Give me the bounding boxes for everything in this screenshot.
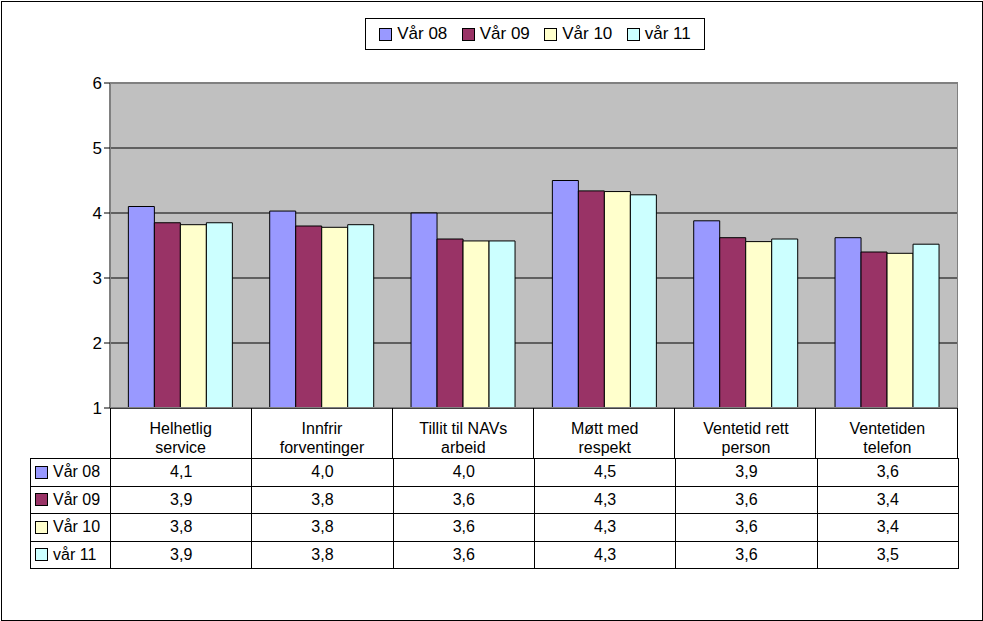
html-text:4,1: 4,1	[170, 463, 193, 481]
html-text:Vår 09: Vår 09	[479, 24, 530, 43]
html-text:4,3: 4,3	[594, 518, 617, 536]
html-text:3,5: 3,5	[876, 545, 899, 563]
svg-text:6: 6	[93, 74, 102, 93]
html-text:3,8: 3,8	[170, 518, 193, 536]
svg-text:Helhetligservice: Helhetligservice	[150, 420, 212, 456]
html-text:Vår 08: Vår 08	[53, 463, 101, 481]
svg-text:2: 2	[93, 334, 102, 353]
html-text:3,6: 3,6	[876, 463, 899, 481]
html-text:3,6: 3,6	[735, 545, 758, 563]
html-text:3,6: 3,6	[735, 490, 758, 508]
html-text:4,3: 4,3	[594, 490, 617, 508]
html-text:vår 11: vår 11	[644, 24, 691, 43]
svg-text:Innfrirforventinger: Innfrirforventinger	[280, 420, 365, 456]
svg-text:Ventetid rettperson: Ventetid rettperson	[703, 420, 789, 456]
svg-text:5: 5	[93, 139, 102, 158]
svg-text:3: 3	[93, 269, 102, 288]
html-text:3,6: 3,6	[452, 518, 475, 536]
html-text:4,5: 4,5	[594, 463, 617, 481]
html-text:3,9: 3,9	[735, 463, 758, 481]
html-text:vår 11: vår 11	[53, 545, 97, 563]
svg-text:Møtt medrespekt: Møtt medrespekt	[571, 420, 639, 456]
html-text:Vår 08: Vår 08	[397, 24, 448, 43]
svg-text:1: 1	[93, 399, 102, 418]
html-text:3,6: 3,6	[735, 518, 758, 536]
html-text:3,6: 3,6	[452, 490, 475, 508]
svg-text:Tillit til NAVsarbeid: Tillit til NAVsarbeid	[419, 420, 507, 456]
html-text:Vår 09: Vår 09	[53, 490, 101, 508]
html-text:3,4: 3,4	[876, 518, 899, 536]
html-text:3,9: 3,9	[170, 545, 193, 563]
html-text:3,8: 3,8	[311, 518, 334, 536]
html-text:4,0: 4,0	[452, 463, 475, 481]
html-text:Vår 10: Vår 10	[562, 24, 613, 43]
html-text:4,0: 4,0	[311, 463, 334, 481]
html-text:3,8: 3,8	[311, 490, 334, 508]
html-text:3,9: 3,9	[170, 490, 193, 508]
svg-text:Ventetidentelefon: Ventetidentelefon	[850, 420, 926, 456]
svg-text:4: 4	[93, 204, 102, 223]
html-text:3,4: 3,4	[876, 490, 899, 508]
html-text:3,6: 3,6	[452, 545, 475, 563]
html-text:Vår 10: Vår 10	[53, 518, 101, 536]
html-text:3,8: 3,8	[311, 545, 334, 563]
html-text:4,3: 4,3	[594, 545, 617, 563]
